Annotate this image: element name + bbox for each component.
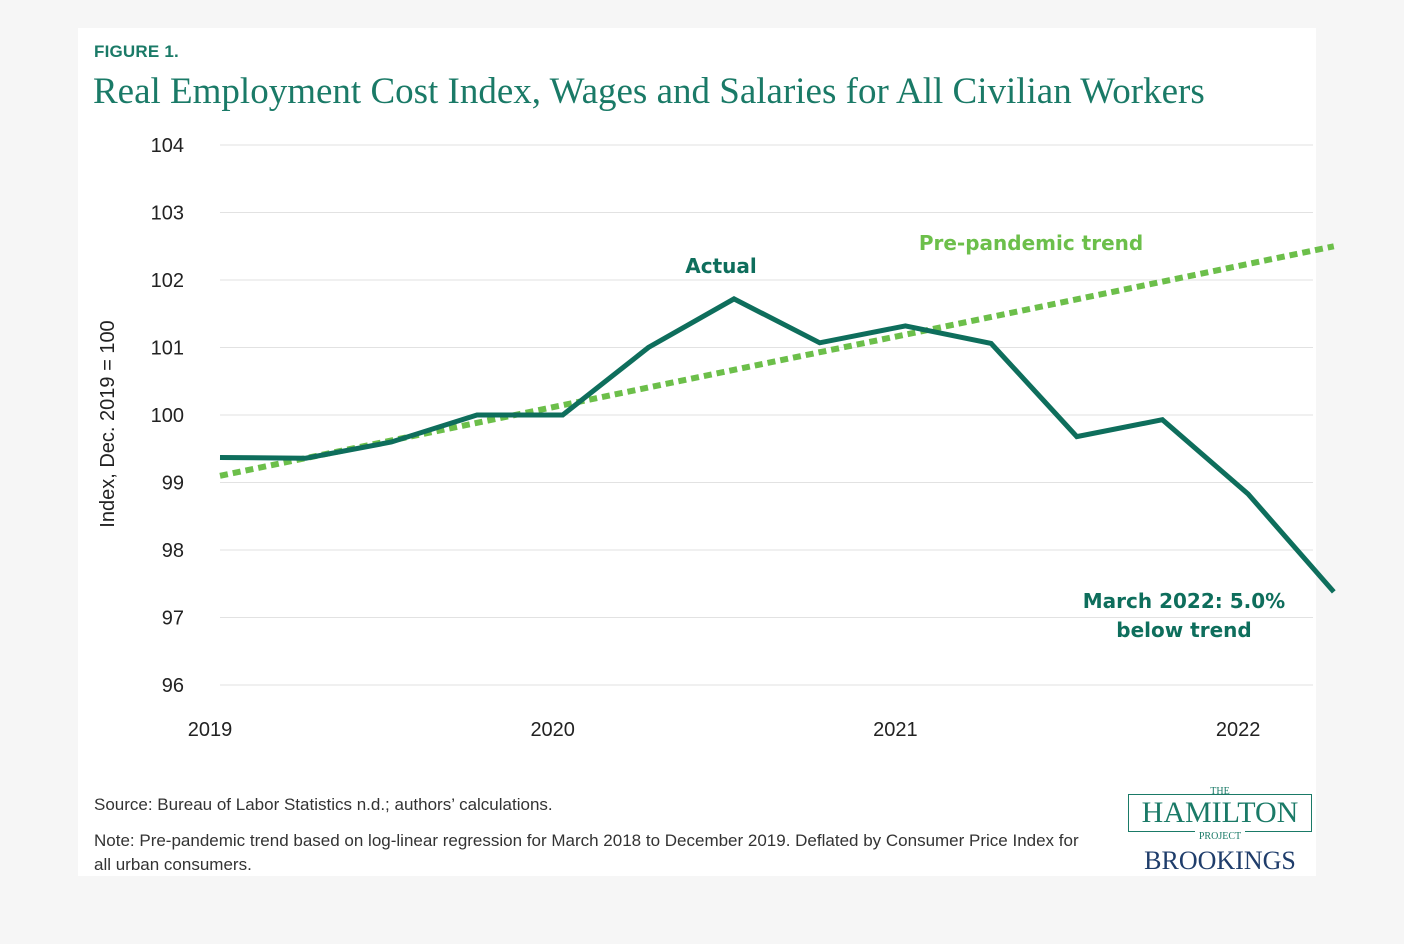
y-tick-label: 103 (151, 203, 184, 225)
logo-brookings-text: BROOKINGS (1144, 846, 1296, 875)
annotation-march-2022: March 2022: 5.0% (1083, 589, 1285, 613)
logo-the-text: THE (1210, 786, 1230, 797)
y-tick-label: 102 (151, 270, 184, 292)
x-tick-label: 2019 (188, 719, 233, 741)
x-tick-label: 2022 (1216, 719, 1261, 741)
y-tick-label: 98 (162, 540, 184, 562)
annotation-actual: Actual (685, 254, 756, 278)
annotation-trend: Pre-pandemic trend (919, 231, 1143, 255)
figure-label: FIGURE 1. (94, 42, 179, 61)
actual-line (219, 296, 1336, 594)
series (219, 243, 1336, 594)
logo-project-text: PROJECT (1194, 831, 1246, 842)
logo-project: PROJECT (1120, 826, 1320, 844)
source-note: Source: Bureau of Labor Statistics n.d.;… (94, 795, 553, 814)
y-tick-label: 97 (162, 608, 184, 630)
annotation-march-2022: below trend (1116, 618, 1251, 642)
x-tick-label: 2021 (873, 719, 918, 741)
methodology-note: Note: Pre-pandemic trend based on log-li… (94, 831, 1079, 874)
figure-card (78, 28, 1316, 876)
x-tick-label: 2020 (530, 719, 575, 741)
annotations: Actual Pre-pandemic trend March 2022: 5.0%… (685, 231, 1285, 642)
y-tick-label: 101 (151, 338, 184, 360)
y-axis-label: Index, Dec. 2019 = 100 (97, 320, 119, 527)
y-tick-label: 104 (151, 135, 184, 157)
gridlines (220, 144, 1313, 686)
x-axis-ticks: 2019 2020 2021 2022 (188, 719, 1261, 741)
hamilton-brookings-logo: THE HAMILTON PROJECT BROOKINGS (1120, 786, 1320, 876)
y-tick-label: 99 (162, 473, 184, 495)
y-tick-label: 96 (162, 675, 184, 697)
y-tick-label: 100 (151, 405, 184, 427)
y-axis-ticks: 96 97 98 99 100 101 102 103 104 (151, 135, 184, 697)
chart-title: Real Employment Cost Index, Wages and Sa… (93, 71, 1205, 112)
